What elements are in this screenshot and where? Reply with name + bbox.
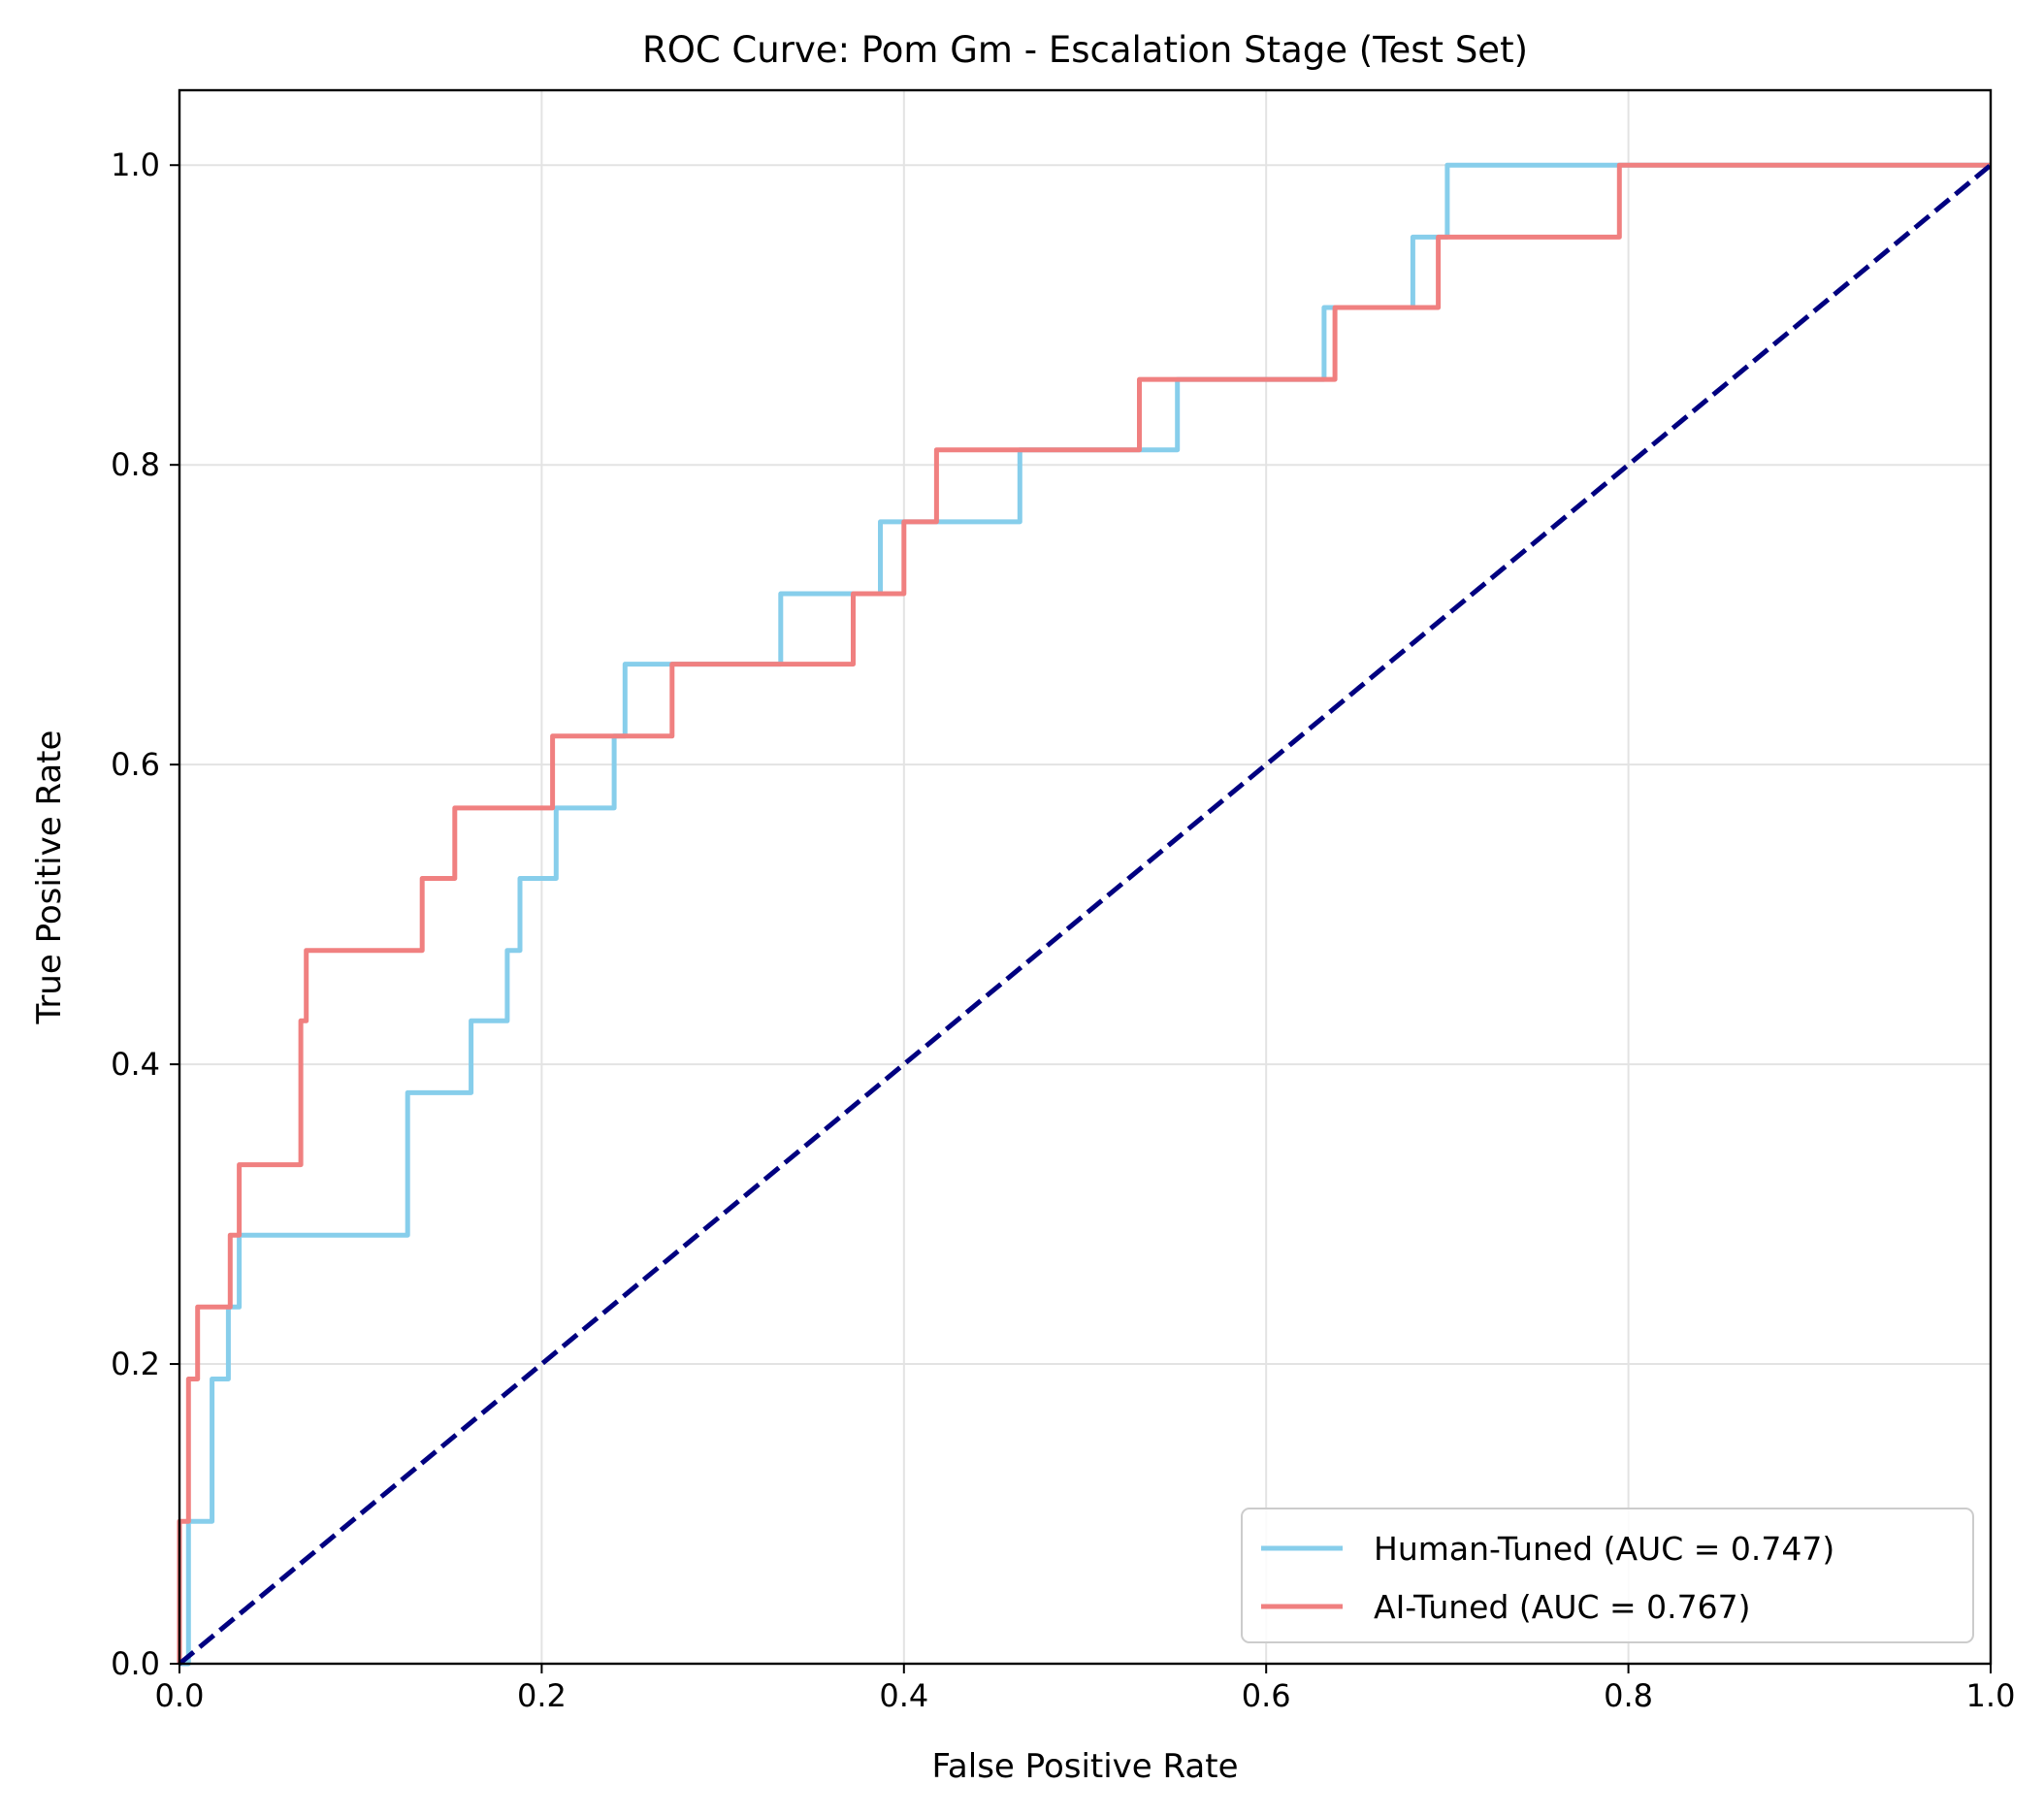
y-tick-label: 1.0 [111,146,160,183]
x-tick-label: 0.4 [879,1677,928,1714]
legend-label-ai-tuned: AI-Tuned (AUC = 0.767) [1374,1588,1751,1626]
x-tick-label: 0.8 [1604,1677,1653,1714]
x-tick-label: 1.0 [1966,1677,2016,1714]
y-tick-label: 0.8 [111,446,160,483]
y-tick-label: 0.4 [111,1046,160,1083]
ai-tuned-roc-line [177,162,1991,1664]
y-tick-label: 0.6 [111,746,160,783]
x-axis-label: False Positive Rate [932,1747,1239,1786]
legend-box [1241,1508,1974,1643]
x-tick-label: 0.2 [517,1677,567,1714]
y-tick-label: 0.0 [111,1645,160,1682]
x-tick-label: 0.6 [1242,1677,1291,1714]
plot-frame [178,88,1993,1666]
legend: Human-Tuned (AUC = 0.747) AI-Tuned (AUC … [1241,1508,1974,1643]
ticks-layer: 0.0 0.2 0.4 0.6 0.8 1.0 0.0 0.2 0.4 0.6 0.8 1.0 [111,146,2015,1714]
y-axis-label: True Positive Rate [30,730,69,1025]
series-layer [177,162,1993,1667]
chart-title: ROC Curve: Pom Gm - Escalation Stage (Te… [642,29,1528,71]
y-tick-label: 0.2 [111,1346,160,1382]
x-tick-label: 0.0 [155,1677,205,1714]
legend-label-human-tuned: Human-Tuned (AUC = 0.747) [1374,1530,1834,1568]
